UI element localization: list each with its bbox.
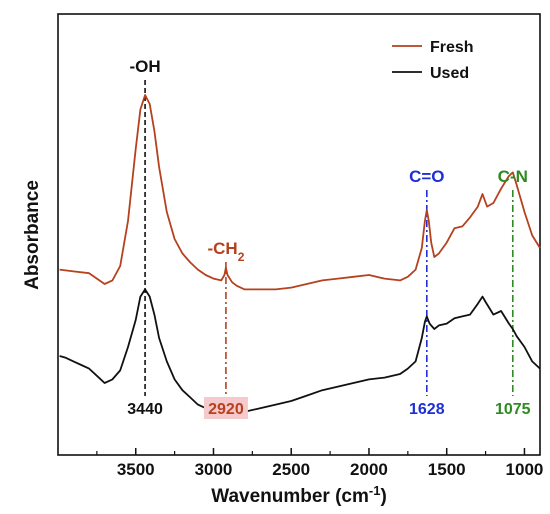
x-axis: 3500 3000 2500 2000 1500 1000	[96, 448, 544, 479]
x-tick-label-2000: 2000	[350, 460, 388, 479]
annotation-label-c-n: C-N	[498, 167, 528, 186]
x-tick-label-1500: 1500	[428, 460, 466, 479]
series-line-used	[59, 288, 541, 413]
legend: Fresh Used	[392, 39, 474, 82]
annotation-value-2920: 2920	[208, 401, 244, 418]
series-line-fresh	[59, 94, 541, 291]
plot-frame	[57, 13, 541, 456]
legend-label-used: Used	[430, 65, 469, 82]
annotation-label-c-o: C=O	[409, 167, 444, 186]
annotation-label-ch2: -CH2	[207, 239, 244, 264]
annotation-labels: -OH 3440 -CH2 2920 C=O 1628 C-N 1075	[127, 57, 531, 419]
annotation-label-oh: -OH	[129, 57, 160, 76]
x-tick-label-1000: 1000	[506, 460, 544, 479]
annotation-value-highlight-2920	[203, 397, 248, 419]
x-tick-label-3000: 3000	[195, 460, 233, 479]
series-layer	[59, 94, 541, 413]
legend-label-fresh: Fresh	[430, 39, 474, 56]
x-tick-label-2500: 2500	[272, 460, 310, 479]
annotation-lines	[144, 80, 514, 396]
x-tick-label-3500: 3500	[117, 460, 155, 479]
annotation-value-3440: 3440	[127, 401, 163, 418]
y-axis-title: Absorbance	[22, 180, 43, 290]
x-axis-title: Wavenumber (cm-1)	[211, 483, 387, 508]
annotation-value-1075: 1075	[495, 401, 531, 418]
annotation-value-1628: 1628	[409, 401, 445, 418]
